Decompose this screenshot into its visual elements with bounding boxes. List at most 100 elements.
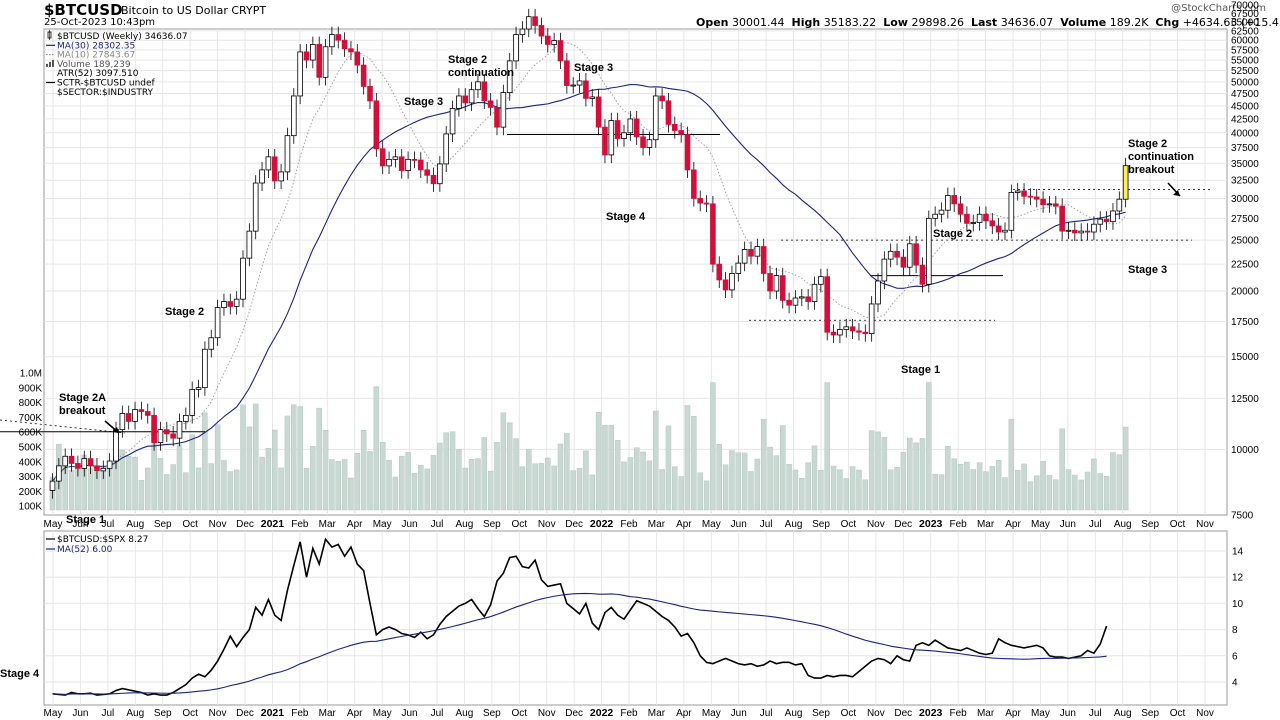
- candle-up: [437, 163, 443, 185]
- volume-bar: [132, 456, 138, 511]
- candle-up: [475, 81, 481, 91]
- volume-bar: [983, 471, 989, 511]
- volume-bar: [538, 463, 545, 511]
- volume-bar: [176, 444, 183, 511]
- volume-bar: [87, 468, 94, 511]
- candle-down: [748, 249, 754, 257]
- candle-up: [621, 132, 627, 139]
- stockcharts-credit[interactable]: @StockCharts.com: [1171, 3, 1266, 14]
- candle-up: [195, 387, 202, 390]
- volume-bar: [348, 477, 354, 511]
- main-legend-item: MA(30) 28302.35: [57, 41, 135, 51]
- date-tick-label: 2022: [590, 518, 614, 530]
- last-value: 34636.07: [1000, 16, 1054, 29]
- volume-bar: [805, 462, 811, 511]
- candle-down: [697, 198, 703, 204]
- candle-up: [246, 230, 253, 259]
- volume-bar: [341, 459, 348, 511]
- candle-down: [163, 429, 170, 435]
- annotation-line: continuation: [448, 67, 514, 79]
- candle-down: [583, 80, 589, 99]
- candle-down: [341, 39, 348, 50]
- volume-bar: [1027, 481, 1034, 511]
- volume-tick-label: 800K: [19, 398, 43, 409]
- volume-bar: [754, 458, 761, 511]
- ratio-tick-label: 8: [1232, 625, 1238, 636]
- volume-value: 189.2K: [1109, 16, 1149, 29]
- candle-up: [1097, 218, 1104, 225]
- annotation-line: continuation: [1128, 151, 1194, 163]
- open-value: 30001.44: [732, 16, 785, 29]
- candle-up: [735, 262, 742, 274]
- volume-bar: [945, 446, 951, 511]
- volume-bar: [430, 455, 437, 511]
- ratio-panel-frame: [43, 530, 1228, 706]
- volume-bar: [1014, 469, 1021, 511]
- volume-bar: [684, 405, 691, 511]
- date-tick-label: Oct: [841, 519, 857, 530]
- candle-down: [75, 463, 81, 469]
- volume-bar: [418, 464, 424, 511]
- candle-down: [659, 95, 665, 102]
- volume-bar: [614, 439, 621, 511]
- date-tick-label: Aug: [785, 708, 803, 719]
- candle-up: [837, 329, 843, 336]
- volume-bar: [786, 464, 792, 511]
- candle-up: [62, 455, 68, 467]
- chart-datetime: 25-Oct-2023 10:43pm: [44, 17, 156, 28]
- volume-bar: [735, 452, 742, 511]
- volume-bar: [259, 456, 265, 511]
- volume-bar: [145, 467, 151, 511]
- date-tick-label: Nov: [209, 708, 227, 719]
- volume-bar: [843, 478, 849, 511]
- annotation-line: Stage 3: [404, 96, 443, 108]
- volume-bar: [1078, 479, 1084, 511]
- candle-up: [881, 258, 888, 282]
- candle-down: [360, 64, 367, 87]
- volume-bar: [272, 429, 278, 511]
- volume-bar: [824, 382, 830, 511]
- volume-bar: [303, 467, 310, 511]
- volume-bar: [729, 450, 735, 511]
- candle-up: [976, 213, 983, 223]
- volume-bar: [411, 473, 418, 511]
- support-resistance-lines: [0, 133, 1210, 434]
- candle-down: [691, 169, 697, 199]
- candle-up: [843, 326, 850, 330]
- arrowhead-icon: [112, 427, 119, 433]
- date-tick-label: Sep: [812, 519, 830, 530]
- volume-tick-label: 500K: [19, 443, 43, 454]
- volume-bar: [1072, 474, 1078, 511]
- date-tick-label: Aug: [456, 519, 474, 530]
- volume-bar: [703, 480, 710, 511]
- main-legend-item: MA(10) 27843.67: [57, 51, 135, 61]
- date-tick-label: Nov: [538, 708, 556, 719]
- volume-bar: [291, 404, 297, 511]
- candle-down: [672, 123, 678, 131]
- date-tick-label: Aug: [456, 708, 474, 719]
- stage-annotation: Stage 3: [404, 96, 443, 108]
- date-tick-label: Apr: [347, 708, 363, 719]
- candle-up: [519, 28, 526, 35]
- volume-bar: [1091, 458, 1097, 511]
- date-tick-label: Dec: [236, 708, 254, 719]
- candle-down: [862, 331, 869, 334]
- candle-down: [805, 296, 811, 302]
- candle-up: [938, 209, 945, 215]
- volume-bar: [195, 467, 202, 511]
- stage-annotation: Stage 4: [606, 211, 646, 223]
- date-tick-label: 2021: [261, 518, 285, 530]
- date-tick-label: Jun: [72, 708, 88, 719]
- volume-bar: [233, 469, 240, 511]
- date-tick-label: Mar: [977, 708, 995, 719]
- price-tick-label: 12500: [1231, 394, 1259, 405]
- volume-bar: [767, 446, 773, 511]
- volume-bar: [386, 460, 392, 511]
- volume-tick-label: 300K: [19, 472, 43, 483]
- candle-up: [386, 158, 392, 167]
- candle-down: [462, 95, 469, 104]
- volume-bar: [1002, 477, 1008, 511]
- volume-bar: [773, 455, 780, 511]
- stage-annotation: Stage 2A breakout: [59, 392, 106, 417]
- date-tick-label: Feb: [950, 519, 968, 530]
